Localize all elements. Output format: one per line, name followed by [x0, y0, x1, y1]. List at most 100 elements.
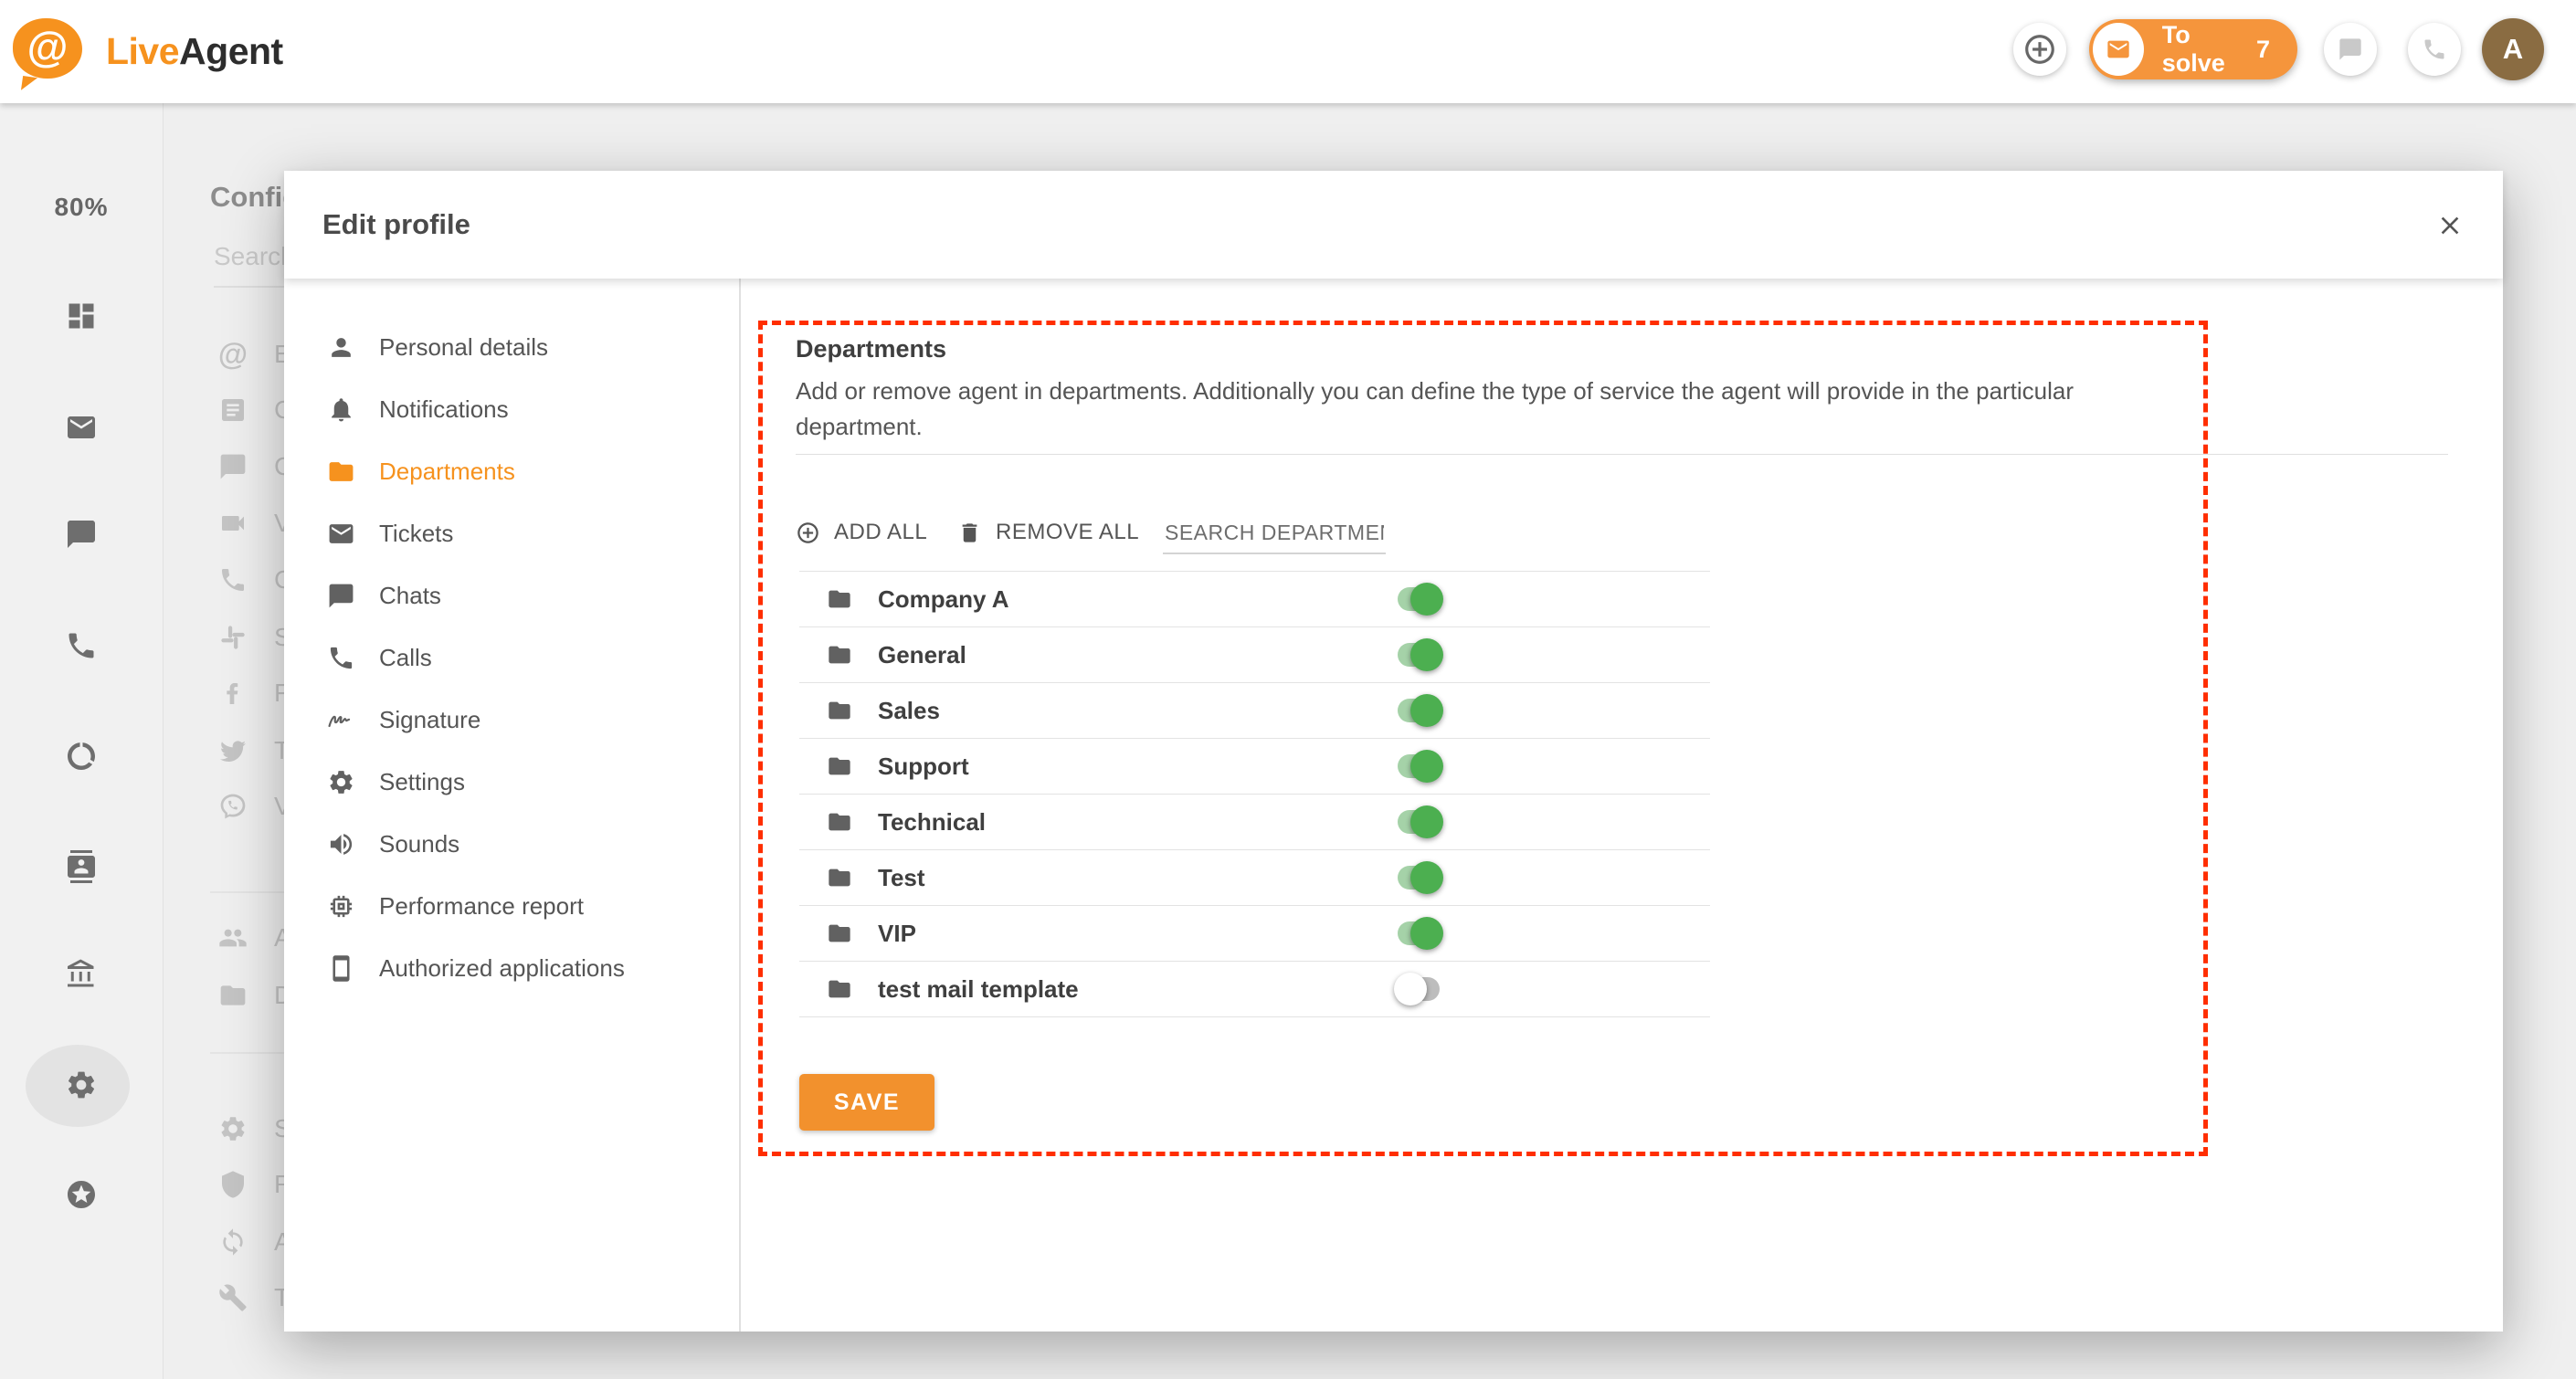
bell-icon — [327, 395, 355, 424]
calls-button[interactable] — [2408, 23, 2461, 76]
sidebar-item-dashboard[interactable] — [0, 300, 163, 332]
tab-performance-report[interactable]: Performance report — [284, 875, 739, 937]
viber-icon — [218, 792, 248, 821]
tab-calls[interactable]: Calls — [284, 626, 739, 689]
config-item-slack: S — [217, 622, 291, 653]
chip-icon — [327, 892, 355, 921]
sidebar-item-companies[interactable] — [0, 958, 163, 991]
at-icon: @ — [217, 337, 248, 371]
save-button[interactable]: SAVE — [799, 1074, 934, 1131]
toggle-knob — [1394, 973, 1427, 1005]
tab-notifications[interactable]: Notifications — [284, 378, 739, 440]
section-divider — [796, 454, 2448, 455]
tab-authorized-applications[interactable]: Authorized applications — [284, 937, 739, 999]
department-toggle[interactable] — [1398, 694, 1443, 727]
toggle-knob — [1410, 583, 1443, 616]
chats-button[interactable] — [2324, 23, 2377, 76]
department-toggle[interactable] — [1398, 638, 1443, 671]
people-icon — [218, 923, 248, 953]
folder-icon — [827, 865, 852, 890]
chat-bubble-icon — [2338, 37, 2363, 62]
gear-icon — [65, 1068, 98, 1101]
tab-signature[interactable]: Signature — [284, 689, 739, 751]
department-row: test mail template — [799, 962, 1710, 1017]
department-row: Test — [799, 850, 1710, 906]
config-item-call: C — [217, 564, 292, 595]
department-toggle[interactable] — [1398, 805, 1443, 838]
config-item-video-calls: V — [217, 508, 291, 539]
sidebar-item-tickets[interactable] — [0, 411, 163, 444]
sidebar-item-chats[interactable] — [0, 518, 163, 551]
config-item-facebook: F — [217, 678, 290, 709]
to-solve-label: To solve — [2161, 21, 2225, 77]
tab-personal-details[interactable]: Personal details — [284, 316, 739, 378]
smartphone-icon — [327, 954, 355, 983]
phone-icon — [218, 565, 248, 595]
tab-departments[interactable]: Departments — [284, 440, 739, 502]
note-icon — [218, 395, 248, 425]
sidebar-item-reports[interactable] — [0, 740, 163, 773]
plus-circle-icon — [796, 521, 820, 545]
avatar-letter: A — [2502, 33, 2524, 65]
department-toggle[interactable] — [1398, 583, 1443, 616]
add-new-button[interactable] — [2013, 23, 2066, 76]
sidebar-item-configuration[interactable] — [0, 1068, 163, 1101]
facebook-icon — [218, 679, 248, 708]
toggle-knob — [1410, 917, 1443, 950]
folder-icon — [827, 586, 852, 612]
department-toggle[interactable] — [1398, 750, 1443, 783]
gear-icon — [218, 1114, 248, 1143]
logo-text-agent: Agent — [179, 30, 283, 72]
search-departments-input[interactable] — [1163, 512, 1386, 554]
department-row: Sales — [799, 683, 1710, 739]
toggle-knob — [1410, 861, 1443, 894]
folder-icon — [327, 458, 355, 486]
modal-nav: Personal details Notifications Departmen… — [284, 279, 741, 1332]
config-item-twitter: T — [217, 735, 290, 766]
chat-bubble-icon — [327, 582, 355, 610]
department-toggle[interactable] — [1398, 861, 1443, 894]
mail-icon — [65, 411, 98, 444]
folder-icon — [827, 642, 852, 668]
usage-percent: 80% — [54, 193, 109, 221]
to-solve-button[interactable]: To solve 7 — [2089, 19, 2297, 79]
active-item-highlight — [26, 1045, 130, 1127]
videocam-icon — [218, 509, 248, 538]
close-icon[interactable] — [2435, 211, 2465, 240]
data-usage-icon — [65, 740, 98, 773]
tab-settings[interactable]: Settings — [284, 751, 739, 813]
config-item-email: @ E — [217, 337, 291, 371]
remove-all-button[interactable]: REMOVE ALL — [957, 511, 1139, 554]
folder-icon — [827, 809, 852, 835]
department-toggle[interactable] — [1398, 917, 1443, 950]
liveagent-logo[interactable]: @ LiveAgent — [13, 16, 287, 89]
toggle-knob — [1410, 694, 1443, 727]
user-avatar[interactable]: A — [2482, 18, 2544, 80]
section-description: Add or remove agent in departments. Addi… — [796, 377, 2075, 440]
slack-icon — [218, 623, 248, 652]
tab-sounds[interactable]: Sounds — [284, 813, 739, 875]
config-item-system: S — [217, 1113, 291, 1144]
mail-icon — [327, 520, 355, 548]
department-row: Technical — [799, 795, 1710, 850]
main-sidebar: 80% — [0, 103, 164, 1379]
sidebar-item-customers[interactable] — [0, 850, 163, 883]
config-item-chat: C — [217, 451, 292, 482]
logo-at-icon: @ — [26, 23, 69, 70]
twitter-icon — [218, 736, 248, 765]
tab-chats[interactable]: Chats — [284, 564, 739, 626]
phone-icon — [65, 629, 98, 662]
department-toggle[interactable] — [1394, 973, 1440, 1005]
sidebar-item-starred[interactable] — [0, 1178, 163, 1211]
modal-title: Edit profile — [322, 208, 470, 240]
sync-icon — [218, 1227, 248, 1257]
tab-tickets[interactable]: Tickets — [284, 502, 739, 564]
logo-text: LiveAgent — [106, 30, 283, 73]
add-all-button[interactable]: ADD ALL — [796, 511, 927, 554]
logo-text-live: Live — [106, 30, 180, 72]
department-row: Company A — [799, 572, 1710, 627]
folder-icon — [827, 698, 852, 723]
to-solve-count: 7 — [2255, 35, 2270, 63]
sidebar-item-calls[interactable] — [0, 629, 163, 662]
